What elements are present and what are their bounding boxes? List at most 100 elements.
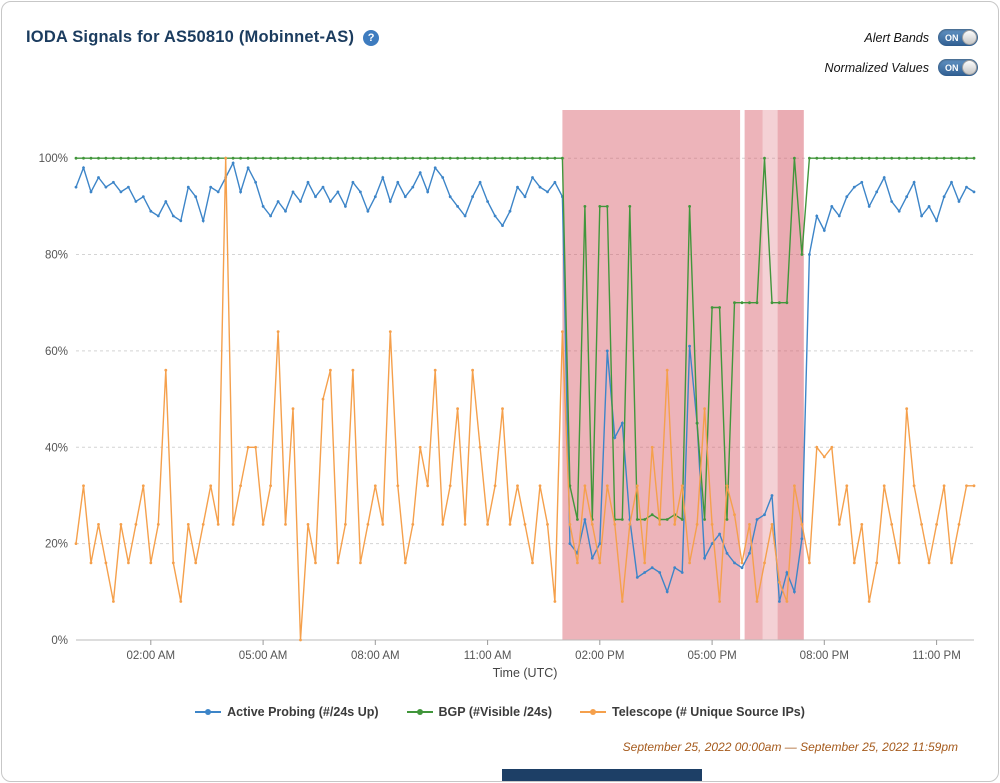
series-bgp-point: [733, 301, 736, 305]
series-telescope-point: [867, 600, 871, 603]
legend-label: BGP (#Visible /24s): [438, 705, 553, 719]
series-telescope-point: [112, 600, 115, 603]
series-active-probing-point: [523, 195, 527, 199]
series-bgp-point: [276, 156, 280, 160]
normalized-values-label: Normalized Values: [824, 60, 929, 75]
series-telescope-point: [852, 561, 856, 565]
y-tick-label: 20%: [45, 539, 68, 551]
series-telescope-point: [179, 600, 183, 603]
series-telescope-point: [837, 523, 841, 526]
series-active-probing-point: [583, 518, 587, 521]
series-bgp-point: [89, 156, 93, 160]
series-bgp-point: [284, 156, 287, 160]
series-telescope-point: [905, 407, 909, 411]
x-tick-label: 08:00 PM: [800, 650, 849, 662]
series-active-probing-point: [710, 542, 714, 545]
alert-bands-toggle[interactable]: ON: [938, 29, 978, 46]
ioda-signals-chart[interactable]: 0% 20% 40% 60% 80% 100% 02:00 AM 05:00 AM 08:00 …: [24, 102, 986, 688]
series-active-probing-point: [613, 436, 617, 439]
legend-item-telescope[interactable]: Telescope (# Unique Source IPs): [580, 705, 805, 719]
series-bgp-point: [523, 156, 527, 160]
series-active-probing-point: [291, 190, 295, 194]
series-active-probing-point: [89, 190, 93, 194]
series-telescope-point: [74, 542, 78, 545]
series-telescope-point: [134, 523, 138, 526]
series-telescope-point: [269, 484, 272, 488]
series-telescope-point: [643, 561, 647, 565]
series-active-probing-point: [658, 571, 662, 574]
series-telescope-point: [635, 484, 639, 488]
series-bgp-point: [620, 518, 624, 521]
series-telescope-point: [972, 484, 976, 488]
toggle-knob: [962, 30, 977, 45]
series-active-probing-point: [733, 561, 736, 565]
series-active-probing-point: [680, 571, 684, 574]
series-bgp-point: [628, 205, 632, 208]
series-telescope-point: [209, 484, 213, 488]
series-telescope-point: [561, 330, 564, 333]
series-telescope-point: [965, 484, 968, 488]
series-bgp-point: [463, 156, 467, 160]
series-bgp-point: [845, 156, 849, 160]
series-bgp-point: [950, 156, 953, 160]
series-active-probing-point: [972, 190, 976, 194]
series-telescope-point: [808, 561, 811, 565]
series-active-probing-point: [957, 200, 961, 203]
series-active-probing-point: [186, 185, 190, 189]
series-bgp-point: [935, 156, 938, 160]
series-telescope-point: [411, 523, 415, 526]
series-bgp-point: [261, 156, 265, 160]
series-active-probing-point: [531, 176, 534, 179]
series-telescope-point: [119, 523, 123, 526]
series-telescope-point: [254, 445, 257, 449]
series-bgp-point: [411, 156, 415, 160]
series-bgp-point: [703, 518, 706, 521]
series-active-probing-point: [441, 176, 445, 179]
series-active-probing-point: [837, 214, 841, 218]
help-icon[interactable]: ?: [363, 29, 380, 46]
series-bgp-point: [194, 156, 198, 160]
series-bgp-point: [314, 156, 317, 160]
series-active-probing-point: [254, 180, 257, 184]
series-active-probing-point: [433, 166, 437, 170]
series-active-probing-point: [149, 209, 153, 213]
series-active-probing-point: [860, 180, 864, 184]
series-active-probing-point: [808, 253, 811, 256]
series-active-probing-point: [104, 185, 108, 189]
series-bgp-point: [688, 205, 691, 208]
series-telescope-point: [710, 523, 714, 526]
series-bgp-point: [972, 156, 976, 160]
series-telescope-point: [897, 561, 901, 565]
series-telescope-point: [104, 561, 108, 565]
series-bgp-point: [381, 156, 385, 160]
series-active-probing-point: [82, 166, 85, 170]
series-bgp-point: [216, 156, 220, 160]
series-telescope-point: [927, 561, 931, 565]
series-telescope-point: [800, 523, 804, 526]
x-axis-title: Time (UTC): [493, 666, 558, 680]
series-telescope-point: [508, 523, 512, 526]
alert-band: [777, 110, 804, 640]
series-active-probing-point: [463, 214, 467, 218]
series-telescope-point: [673, 523, 677, 526]
legend-item-active-probing[interactable]: Active Probing (#/24s Up): [195, 705, 379, 719]
x-tick-label: 02:00 AM: [127, 650, 176, 662]
series-telescope-point: [695, 523, 699, 526]
series-telescope-point: [793, 484, 796, 488]
series-telescope-point: [531, 561, 534, 565]
normalized-values-toggle[interactable]: ON: [938, 59, 978, 76]
series-telescope-point: [576, 561, 579, 565]
series-active-probing-point: [748, 551, 751, 555]
series-active-probing-line: [75, 161, 975, 602]
series-telescope-point: [478, 445, 482, 449]
series-telescope-point: [553, 600, 557, 603]
series-active-probing-point: [269, 214, 272, 218]
series-active-probing-point: [493, 214, 497, 218]
series-active-probing-point: [501, 224, 504, 227]
series-bgp-point: [568, 484, 572, 488]
series-bgp-point: [508, 156, 512, 160]
legend-item-bgp[interactable]: BGP (#Visible /24s): [406, 705, 553, 719]
series-telescope-point: [598, 561, 602, 565]
series-bgp-point: [748, 301, 751, 305]
series-telescope-point: [501, 407, 504, 411]
